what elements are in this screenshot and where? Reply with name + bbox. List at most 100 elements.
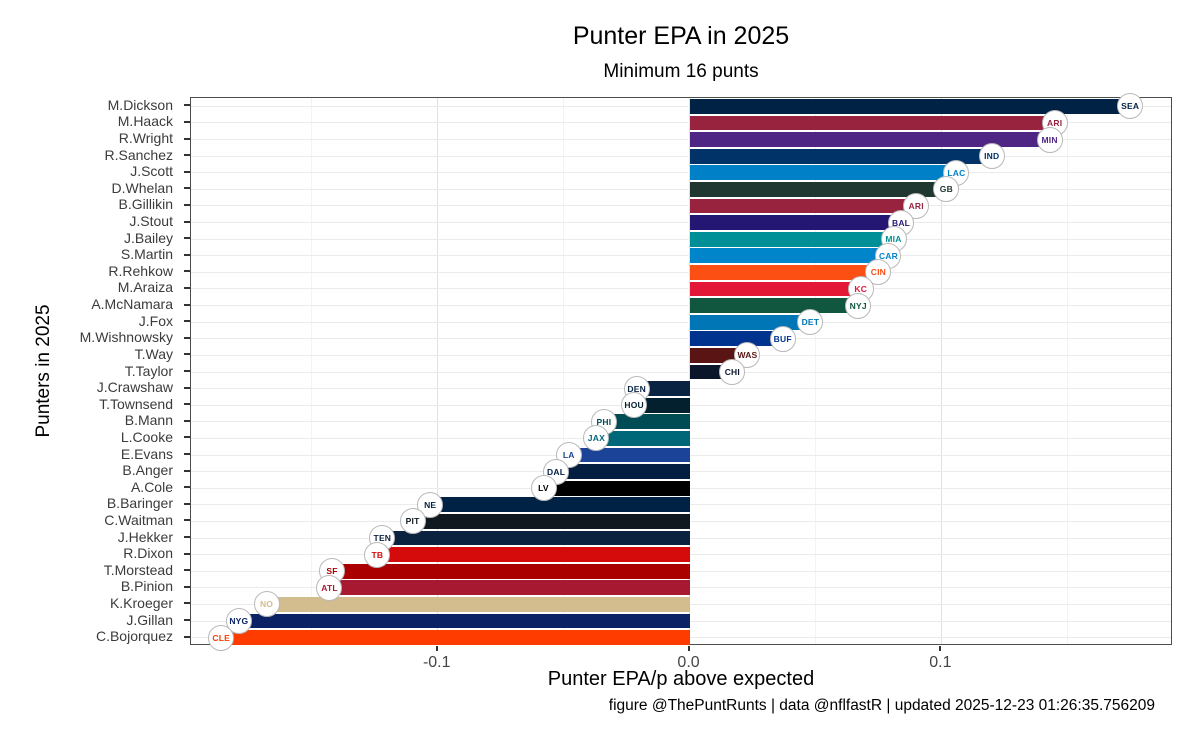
punter-name-label: A.McNamara <box>91 296 173 313</box>
punter-name-label: A.Cole <box>130 478 173 495</box>
row-gridline <box>191 139 1171 140</box>
y-tick-mark <box>184 154 190 157</box>
team-logo: CLE <box>208 624 235 651</box>
epa-bar <box>543 480 690 496</box>
y-tick-mark <box>184 104 190 107</box>
punter-name-label: K.Kroeger <box>109 594 173 611</box>
team-logo: PIT <box>399 508 426 535</box>
epa-bar <box>689 264 879 280</box>
y-tick-mark <box>184 635 190 638</box>
punter-name-label: B.Baringer <box>106 495 173 512</box>
minor-gridline <box>1066 98 1068 644</box>
punter-name-label: S.Martin <box>120 246 173 263</box>
punter-name-label: L.Cooke <box>120 428 173 445</box>
y-tick-mark <box>184 187 190 190</box>
y-tick-mark <box>184 502 190 505</box>
punter-name-label: J.Crawshaw <box>96 379 173 396</box>
punter-name-label: M.Haack <box>117 113 173 130</box>
epa-bar <box>603 414 690 430</box>
punter-name-label: R.Wright <box>118 130 173 146</box>
epa-bar <box>430 497 690 513</box>
chart-subtitle: Minimum 16 punts <box>603 61 759 82</box>
row-gridline <box>191 105 1171 107</box>
punter-name-label: D.Whelan <box>111 179 173 196</box>
y-tick-mark <box>184 569 190 572</box>
epa-bar <box>634 397 690 413</box>
punter-name-label: J.Hekker <box>117 528 173 545</box>
x-tick-mark <box>435 646 438 651</box>
punter-name-label: M.Wishnowsky <box>79 329 173 346</box>
punter-name-label: C.Bojorquez <box>95 628 173 645</box>
epa-bar <box>556 464 690 480</box>
punter-name-label: T.Taylor <box>124 362 173 379</box>
y-tick-mark <box>184 436 190 439</box>
punter-name-label: R.Sanchez <box>104 146 173 163</box>
plot-panel: SEA ARI MIN IND LAC GB ARI BAL MIA CAR CIN KC NYJ DET… <box>190 93 1172 651</box>
epa-bar <box>689 215 902 230</box>
epa-bar <box>689 98 1131 114</box>
row-gridline <box>191 188 1171 190</box>
y-tick-mark <box>184 519 190 522</box>
y-tick-mark <box>184 120 190 123</box>
row-gridline <box>191 172 1171 174</box>
team-logo: HOU <box>621 392 648 419</box>
chart-title: Punter EPA in 2025 <box>572 22 790 50</box>
epa-bar <box>689 115 1055 131</box>
epa-bar <box>568 447 690 463</box>
punter-name-label: C.Waitman <box>104 511 173 528</box>
x-tick-mark <box>939 646 942 651</box>
team-logo: NO <box>253 591 280 618</box>
punter-name-label: M.Dickson <box>107 96 173 113</box>
y-tick-mark <box>184 137 190 140</box>
minor-gridline <box>311 98 313 644</box>
epa-bar <box>689 314 811 330</box>
y-tick-mark <box>184 403 190 406</box>
punter-name-label: J.Fox <box>138 312 173 329</box>
epa-bar <box>221 630 690 646</box>
epa-bar <box>689 148 992 164</box>
team-logo: JAX <box>583 425 610 452</box>
epa-bar <box>689 132 1050 147</box>
punter-name-label: B.Mann <box>124 412 173 429</box>
epa-bar <box>377 547 690 563</box>
y-tick-mark <box>184 170 190 173</box>
y-tick-mark <box>184 237 190 240</box>
team-logo: IND <box>978 143 1005 170</box>
row-gridline <box>191 338 1171 340</box>
row-gridline <box>191 205 1171 207</box>
y-tick-mark <box>184 619 190 622</box>
y-tick-mark <box>184 453 190 456</box>
y-tick-mark <box>184 585 190 588</box>
epa-bar <box>329 580 690 596</box>
team-logo: NYG <box>225 608 252 635</box>
team-logo: ATL <box>316 574 343 601</box>
row-gridline <box>191 321 1171 323</box>
y-tick-mark <box>184 386 190 389</box>
epa-bar <box>689 181 947 197</box>
punter-name-label: M.Araiza <box>117 279 173 296</box>
team-logo: MIN <box>1036 126 1063 153</box>
row-gridline <box>191 122 1171 124</box>
epa-bar <box>266 597 690 612</box>
y-tick-mark <box>184 536 190 539</box>
x-tick-label: -0.1 <box>422 654 451 671</box>
punter-name-label: T.Morstead <box>103 561 173 578</box>
punter-name-label: T.Townsend <box>99 395 173 412</box>
epa-bar <box>238 613 690 629</box>
team-logo: LV <box>530 475 557 502</box>
y-tick-mark <box>184 270 190 273</box>
major-gridline <box>437 98 439 644</box>
epa-bar <box>689 331 783 347</box>
team-logo: NYJ <box>845 292 872 319</box>
team-logo: TB <box>364 541 391 568</box>
y-tick-mark <box>184 203 190 206</box>
row-gridline <box>191 155 1171 157</box>
epa-bar <box>689 165 957 181</box>
x-tick-mark <box>687 646 690 651</box>
x-axis-label: Punter EPA/p above expected <box>547 668 815 690</box>
team-logo: CHI <box>719 359 746 385</box>
row-gridline <box>191 222 1171 224</box>
chart-caption: figure @ThePuntRunts | data @nflfastR | … <box>608 697 1155 714</box>
punter-name-label: J.Bailey <box>123 229 173 246</box>
